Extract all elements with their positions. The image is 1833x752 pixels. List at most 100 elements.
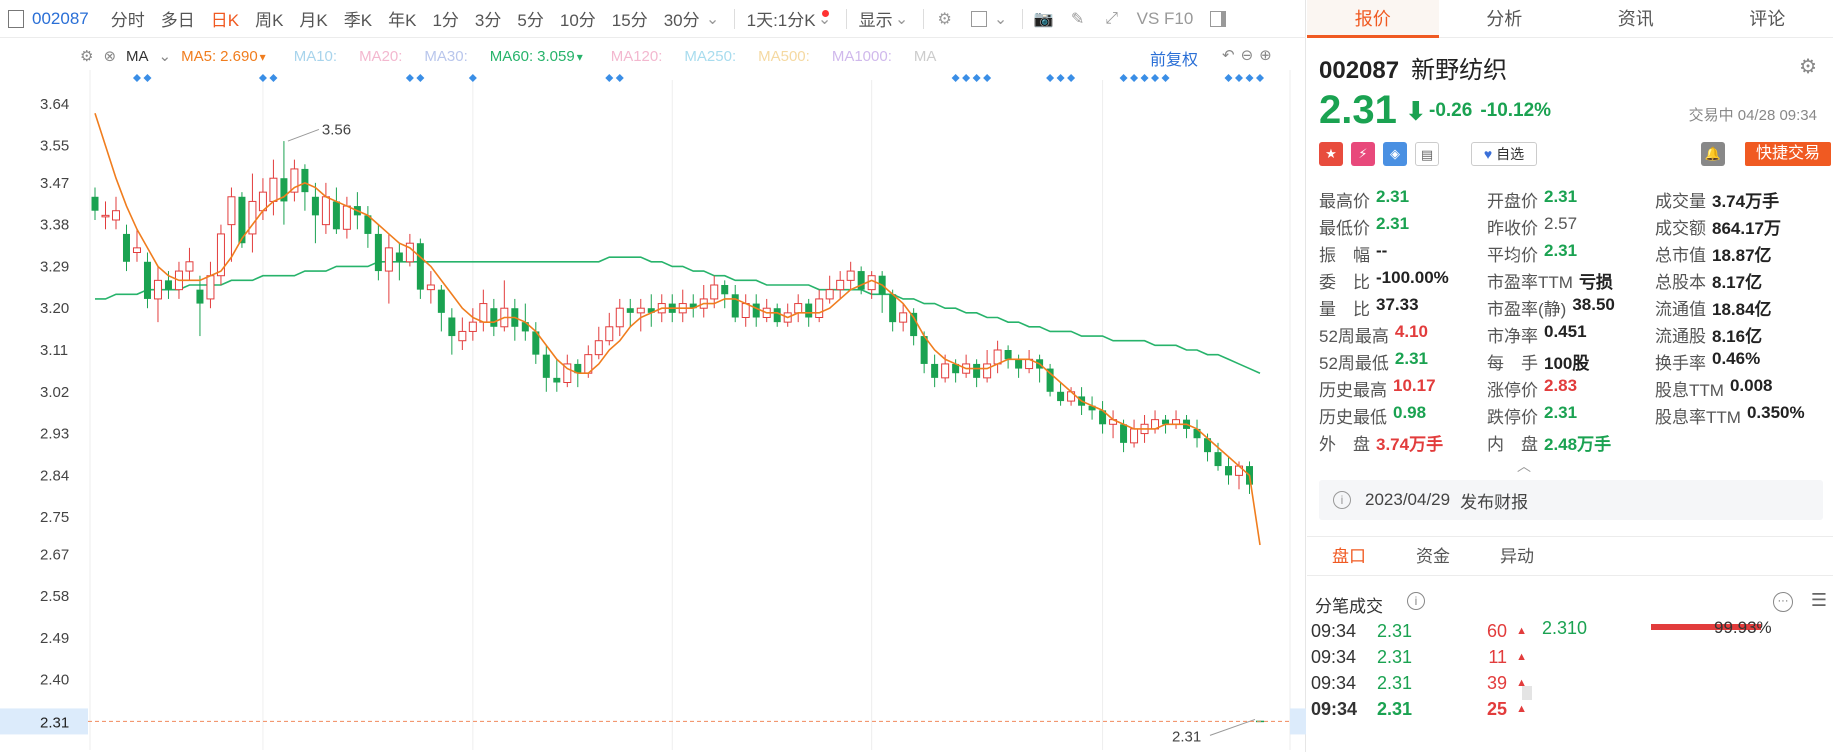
ma-item[interactable]: MA30:: [424, 48, 471, 65]
ma-name: MA: [913, 47, 937, 65]
more-icon[interactable]: ···: [1773, 592, 1793, 612]
sidebar-toggle-icon[interactable]: [8, 9, 24, 28]
chevron-down-icon[interactable]: ⌄: [158, 48, 172, 65]
period-tab[interactable]: 5分: [517, 11, 544, 30]
tag-icon[interactable]: ◈: [1383, 142, 1407, 166]
ma-item[interactable]: MA1000:: [832, 48, 896, 65]
chevron-down-icon[interactable]: ⌄: [817, 9, 832, 28]
gear-icon[interactable]: ⚙: [80, 48, 94, 65]
period-tab[interactable]: 30分: [663, 11, 700, 30]
panel-tab[interactable]: 盘口: [1332, 547, 1366, 566]
period-tab[interactable]: 年K: [388, 11, 417, 30]
close-icon[interactable]: ⊗: [103, 48, 117, 65]
display-menu[interactable]: 显示: [858, 11, 893, 30]
vs-f10-links[interactable]: VS F10: [1136, 8, 1194, 28]
ma-item[interactable]: MA10:: [294, 48, 341, 65]
dist-price: 2.310: [1542, 618, 1588, 638]
menu-icon[interactable]: ☰: [1810, 590, 1827, 610]
period-tab[interactable]: 多日: [160, 11, 195, 30]
y-tick-label: 3.47: [40, 175, 69, 192]
candle-body: [384, 247, 393, 272]
add-watch-label: 自选: [1496, 146, 1525, 162]
candle-body: [846, 270, 855, 281]
y-tick-label: 3.29: [40, 258, 69, 275]
square-icon[interactable]: [968, 8, 990, 30]
stat-cell: 最低价 2.31: [1319, 214, 1487, 239]
candle-body: [636, 307, 645, 314]
ma-label[interactable]: MA: [126, 47, 149, 65]
document-icon[interactable]: ▤: [1415, 142, 1439, 166]
ma-item[interactable]: MA5: 2.690 ▾: [181, 48, 276, 65]
stat-value: 3.74万手: [1376, 435, 1444, 454]
stat-value: 100股: [1544, 354, 1590, 373]
stat-value: 2.83: [1544, 376, 1578, 395]
stat-label: 市盈率TTM: [1487, 273, 1573, 292]
stock-name: 新野纺织: [1411, 57, 1508, 84]
quote-tab[interactable]: 分析: [1486, 9, 1523, 29]
camera-icon[interactable]: 📷: [1033, 10, 1054, 28]
panel-tab[interactable]: 资金: [1416, 547, 1450, 566]
add-watch-button[interactable]: ♥ 自选: [1471, 142, 1537, 166]
candle-body: [332, 201, 340, 230]
stat-label: 52周最高: [1319, 327, 1389, 346]
chevron-up-icon[interactable]: ︿: [1517, 458, 1531, 474]
ma-name: MA5:: [181, 47, 217, 65]
fullscreen-icon[interactable]: ⤢: [1105, 9, 1119, 27]
period-tab[interactable]: 1分: [432, 11, 459, 30]
pencil-icon[interactable]: ✎: [1070, 10, 1085, 28]
ma-item[interactable]: MA: [914, 48, 941, 65]
ma-item[interactable]: MA60: 3.059 ▾: [490, 48, 593, 65]
chevron-down-icon[interactable]: ⌄: [894, 10, 909, 28]
undo-icon[interactable]: ↶: [1222, 47, 1235, 64]
zoom-out-icon[interactable]: ⊖: [1240, 47, 1254, 64]
candle-body: [269, 177, 278, 202]
ma-item[interactable]: MA20:: [359, 48, 406, 65]
info-icon[interactable]: i: [1407, 592, 1425, 610]
report-notice[interactable]: i 2023/04/29 发布财报: [1319, 480, 1823, 520]
quote-tab[interactable]: 评论: [1749, 9, 1786, 29]
period-tab[interactable]: 分时: [110, 11, 145, 30]
stat-value: 2.31: [1544, 241, 1578, 260]
ma-item[interactable]: MA120:: [611, 48, 667, 65]
candle-body: [1120, 424, 1128, 443]
zoom-in-icon[interactable]: ⊕: [1259, 47, 1272, 64]
chevron-down-icon[interactable]: ⌄: [705, 10, 720, 28]
adjust-mode[interactable]: 前复权: [1150, 52, 1199, 69]
quote-tab[interactable]: 报价: [1307, 0, 1439, 38]
period-tab[interactable]: 日K: [210, 11, 240, 30]
ma-item[interactable]: MA250:: [684, 48, 740, 65]
trade-price: 2.31: [1377, 698, 1413, 719]
current-price-tag-left: [0, 708, 88, 735]
bell-icon[interactable]: 🔔: [1701, 142, 1725, 166]
panel-icon[interactable]: [1207, 8, 1229, 30]
period-tab[interactable]: 季K: [343, 11, 373, 30]
trade-price: 2.31: [1377, 672, 1413, 693]
period-tab[interactable]: 10分: [559, 11, 596, 30]
lightning-icon[interactable]: ⚡: [1351, 142, 1375, 166]
gear-icon[interactable]: ⚙: [1799, 56, 1817, 78]
ma-item[interactable]: MA500:: [758, 48, 814, 65]
period-tab[interactable]: 3分: [474, 11, 502, 30]
gear-icon[interactable]: ⚙: [937, 10, 952, 28]
stat-value: 2.48万手: [1544, 435, 1612, 454]
y-tick-label: 3.11: [40, 342, 68, 359]
flag-icon[interactable]: ★: [1319, 142, 1343, 166]
chevron-down-icon[interactable]: ⌄: [993, 10, 1008, 28]
stat-cell: 52周最低 2.31: [1319, 349, 1487, 374]
quote-tab[interactable]: 资讯: [1617, 9, 1654, 29]
kline-chart[interactable]: 3.643.643.553.553.473.473.383.383.293.29…: [0, 70, 1306, 752]
ma-name: MA1000:: [831, 47, 892, 65]
candle-body: [132, 247, 141, 254]
period-tab[interactable]: 月K: [299, 11, 328, 30]
period-tab[interactable]: 15分: [611, 11, 648, 30]
interval-combo[interactable]: 1天:1分K: [746, 11, 816, 30]
panel-tab[interactable]: 异动: [1500, 547, 1534, 566]
stat-cell: 流通值 18.84亿: [1655, 295, 1825, 320]
stock-code[interactable]: 002087: [32, 8, 89, 28]
divider: [733, 8, 735, 29]
quick-trade-button[interactable]: 快捷交易: [1745, 142, 1831, 166]
stat-value: 亏损: [1578, 273, 1613, 292]
period-tab[interactable]: 周K: [255, 11, 284, 30]
y-tick-label: 2.40: [40, 672, 69, 689]
last-price: 2.31: [1319, 88, 1397, 132]
